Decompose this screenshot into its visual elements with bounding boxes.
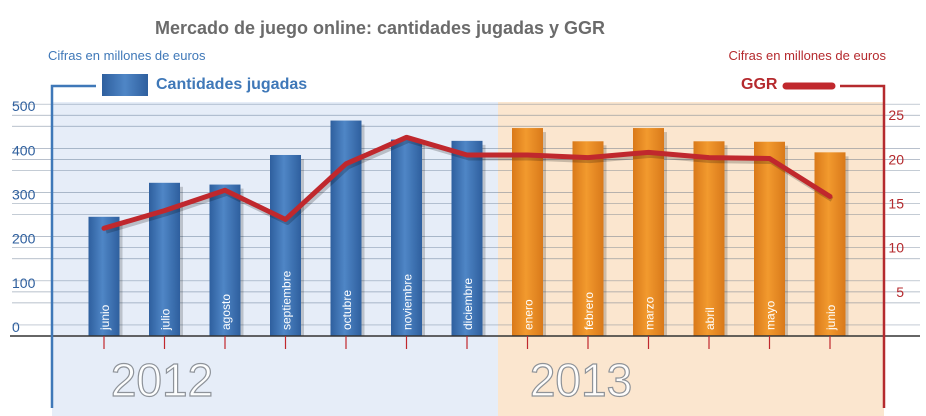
bar-diciembre: [451, 140, 483, 336]
legend-swatch-cantidades: [102, 74, 148, 96]
left-axis-frame: [50, 84, 96, 408]
bar-series: junio julio agosto septiembre octubre noviemb…: [10, 120, 920, 349]
bar-enero: [512, 128, 543, 336]
month-label: septiembre: [280, 270, 294, 330]
bar-marzo: [633, 128, 664, 336]
y-left-tick-label: 500: [12, 98, 36, 114]
legend-label-ggr: GGR: [741, 76, 778, 93]
bar-febrero: [572, 141, 604, 336]
month-label: febrero: [582, 292, 596, 330]
month-label: diciembre: [461, 278, 475, 330]
y-right-tick-label: 10: [888, 240, 904, 256]
y-left-tick-label: 100: [12, 275, 36, 291]
year-label-2012: 2012: [111, 354, 213, 406]
month-label: agosto: [219, 294, 233, 330]
y-left-tick-label: 200: [12, 231, 36, 247]
right-axis-frame: [840, 84, 886, 408]
right-axis-unit: Cifras en millones de euros: [728, 48, 886, 63]
bar-agosto: [209, 184, 241, 336]
chart-title: Mercado de juego online: cantidades juga…: [154, 18, 606, 38]
month-label: noviembre: [401, 274, 415, 330]
month-label: julio: [159, 308, 173, 331]
y-right-tick-label: 20: [888, 151, 904, 167]
bar-septiembre: [270, 154, 301, 336]
y-right-tick-label: 25: [888, 107, 904, 123]
y-left-tick-label: 0: [12, 319, 20, 335]
month-label: marzo: [643, 296, 657, 330]
y-right-tick-label: 15: [888, 196, 904, 212]
axis-ticks: 0 100 200 300 400 500 5 10 15 20 25: [12, 98, 904, 335]
month-label: mayo: [764, 300, 778, 330]
month-label: enero: [522, 299, 536, 330]
year-label-2013: 2013: [530, 354, 632, 406]
bar-mayo: [754, 141, 785, 336]
bar-octubre: [330, 120, 362, 336]
y-right-tick-label: 5: [896, 284, 904, 300]
month-label: junio: [98, 304, 112, 331]
bar-noviembre: [391, 139, 422, 336]
y-left-tick-label: 300: [12, 187, 36, 203]
month-label: octubre: [340, 290, 354, 330]
bar-abril: [693, 141, 725, 336]
month-label: junio: [824, 304, 838, 331]
legend-label-cantidades: Cantidades jugadas: [156, 76, 308, 93]
month-label: abril: [703, 307, 717, 330]
ggr-line-series: [101, 134, 834, 234]
ggr-line: [101, 134, 833, 231]
axis-frames: [50, 84, 886, 408]
y-left-tick-label: 400: [12, 142, 36, 158]
bar-junio: [814, 152, 846, 336]
bar-junio: [88, 216, 120, 336]
left-axis-unit: Cifras en millones de euros: [48, 48, 206, 63]
legend: [102, 74, 836, 96]
year-labels: 2012 2013: [110, 353, 633, 406]
